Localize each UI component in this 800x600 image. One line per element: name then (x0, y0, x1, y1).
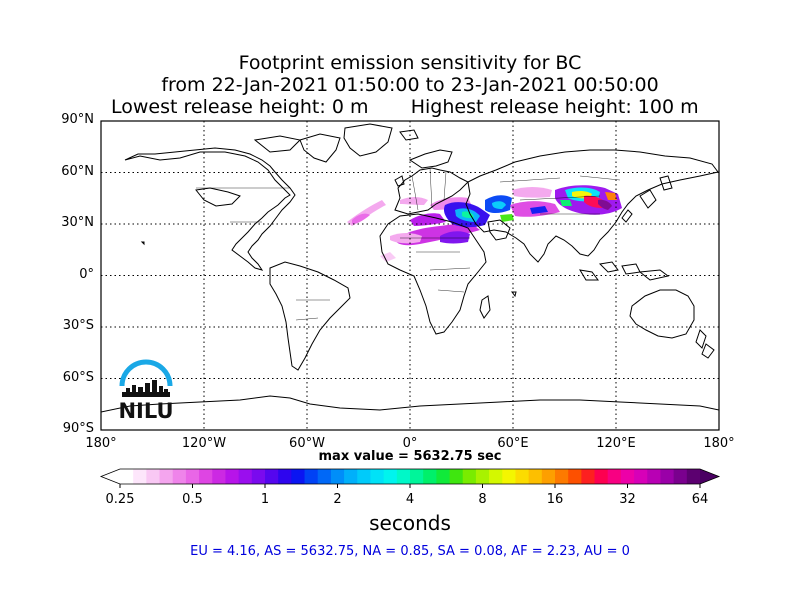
colorbar-tick-label: 0.25 (105, 492, 135, 507)
colorbar-cell (146, 469, 161, 484)
colorbar-cell (647, 469, 662, 484)
latitude-label: 60°N (61, 163, 94, 179)
colorbar-cell (304, 469, 319, 484)
latitude-label: 0° (79, 266, 94, 282)
colorbar-tick-label: 0.5 (182, 492, 203, 507)
colorbar-cell (265, 469, 279, 484)
colorbar-cell (686, 469, 701, 484)
longitude-label: 180° (85, 436, 117, 451)
colorbar-cell (317, 469, 332, 484)
colorbar-cell (489, 469, 503, 484)
colorbar-cell (607, 469, 622, 484)
colorbar-cell (594, 469, 609, 484)
borders (196, 167, 621, 321)
title-line-2: from 22-Jan-2021 01:50:00 to 23-Jan-2021… (161, 74, 659, 96)
colorbar-cell (568, 469, 582, 484)
title-line-1: Footprint emission sensitivity for BC (238, 52, 582, 74)
nilu-logo-text: NILU (118, 399, 174, 423)
colorbar-cell (502, 469, 517, 484)
colorbar-cell (383, 469, 398, 484)
colorbar-tick-label: 4 (405, 492, 415, 507)
colorbar-cell (159, 469, 174, 484)
colorbar-unit-label: seconds (369, 511, 451, 535)
colorbar-cell (436, 469, 451, 484)
colorbar-outline (99, 468, 721, 485)
colorbar-cell (225, 469, 240, 484)
colorbar-tick-label: 16 (546, 492, 564, 507)
longitude-label: 60°W (289, 436, 325, 451)
colorbar-cell (423, 469, 437, 484)
colorbar-cell (515, 469, 530, 484)
colorbar-cell (212, 469, 227, 484)
longitude-label: 60°E (497, 436, 529, 451)
colorbar-cell (344, 469, 358, 484)
title-line-3: Lowest release height: 0 m Highest relea… (111, 96, 699, 118)
latitude-label: 60°S (62, 369, 94, 385)
colorbar-tick-label: 8 (478, 492, 487, 507)
colorbar-cell (449, 469, 464, 484)
nilu-logo-mark (119, 359, 173, 397)
colorbar-cell (120, 469, 134, 484)
nilu-logo: NILU (112, 356, 180, 423)
colorbar-cell (238, 469, 253, 484)
sensitivity-plume (347, 185, 622, 262)
longitude-label: 0° (402, 436, 418, 451)
graticule (101, 121, 719, 430)
colorbar-cell (357, 469, 372, 484)
colorbar-cell (634, 469, 648, 484)
colorbar-cell (370, 469, 385, 484)
colorbar-cell (291, 469, 306, 484)
colorbar-cell (396, 469, 411, 484)
colorbar-cell (555, 469, 569, 484)
colorbar-cell (172, 469, 187, 484)
latitude-label: 90°N (61, 112, 94, 127)
colorbar-cell (251, 469, 266, 484)
colorbar-cell (185, 469, 200, 484)
map-frame (100, 120, 720, 431)
colorbar-tick-label: 1 (260, 492, 270, 507)
colorbar-min-extension (101, 469, 120, 484)
colorbar-cell (278, 469, 292, 484)
coastlines (101, 123, 719, 413)
latitude-label: 30°S (62, 318, 94, 333)
colorbar-cell (581, 469, 596, 484)
colorbar-cell (541, 469, 556, 484)
colorbar-cell (410, 469, 424, 484)
longitude-label: 180° (703, 436, 735, 451)
colorbar-cell (462, 469, 477, 484)
colorbar-max-extension (700, 469, 719, 484)
colorbar-tick-label: 32 (619, 492, 636, 507)
longitude-label: 120°E (596, 436, 636, 451)
colorbar-cell (673, 469, 688, 484)
colorbar-cell (475, 469, 490, 484)
colorbar-cell (199, 469, 213, 484)
colorbar-cell (528, 469, 543, 484)
latitude-label: 90°S (62, 421, 94, 436)
colorbar-tick-label: 2 (333, 492, 342, 507)
region-values: EU = 4.16, AS = 5632.75, NA = 0.85, SA =… (190, 544, 630, 559)
max-value-label: max value = 5632.75 sec (318, 449, 502, 464)
latitude-label: 30°N (61, 215, 94, 230)
colorbar-cell (330, 469, 345, 484)
longitude-label: 120°W (181, 436, 227, 451)
colorbar-tick-label: 64 (691, 492, 709, 507)
colorbar-cell (133, 469, 147, 484)
colorbar-cell (620, 469, 635, 484)
colorbar-cell (660, 469, 675, 484)
